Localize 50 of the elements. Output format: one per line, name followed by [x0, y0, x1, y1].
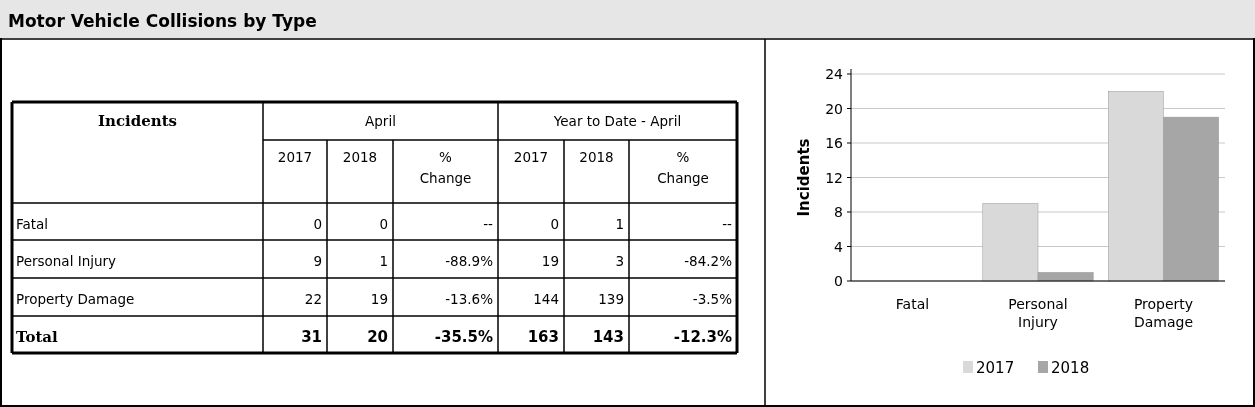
text: 1	[379, 253, 388, 269]
y-tick-label: 8	[834, 204, 843, 220]
y-axis-title: Incidents	[795, 138, 813, 217]
text: 143	[592, 328, 624, 346]
text: -12.3%	[673, 328, 732, 346]
text: 22	[304, 291, 322, 307]
text: 9	[313, 253, 322, 269]
text: 19	[370, 291, 388, 307]
text: -84.2%	[684, 253, 733, 269]
text: 144	[533, 291, 559, 307]
text: Personal Injury	[16, 253, 117, 269]
x-tick-label: Property Damage	[1133, 296, 1194, 330]
text: Total	[16, 328, 59, 346]
text: Year to Date - April	[552, 113, 682, 129]
y-tick-label: 16	[825, 135, 844, 151]
y-tick-label: 12	[825, 169, 843, 186]
text: Motor Vehicle Collisions by Type	[8, 11, 317, 31]
text: -3.5%	[692, 291, 733, 307]
text: 0	[550, 216, 559, 232]
text: 2018	[342, 149, 378, 165]
legend-label: 2017	[976, 359, 1015, 377]
y-tick-label: 24	[825, 66, 844, 82]
text: -13.6%	[445, 291, 494, 307]
text: 3	[615, 253, 624, 269]
text: 2018	[579, 149, 614, 165]
text: -35.5%	[434, 328, 493, 346]
text: % Change	[419, 149, 472, 186]
y-tick-label: 20	[825, 100, 843, 117]
text: 2017	[277, 149, 313, 165]
text: 0	[313, 216, 322, 232]
x-tick-label: Personal Injury	[1008, 296, 1068, 330]
y-tick-label: 4	[834, 238, 844, 255]
text: --	[483, 216, 494, 232]
text: 19	[541, 253, 559, 269]
text: 31	[301, 328, 322, 346]
text: 1	[615, 216, 624, 232]
text: 0	[379, 216, 388, 232]
text: 20	[367, 328, 388, 346]
legend-label: 2018	[1051, 359, 1090, 377]
text: 139	[598, 291, 624, 307]
text: -88.9%	[445, 253, 494, 269]
text: --	[722, 216, 733, 232]
text: Fatal	[16, 216, 49, 232]
x-tick-label: Fatal	[895, 296, 930, 312]
text: Incidents	[97, 112, 178, 130]
y-tick-label: 0	[834, 273, 843, 289]
text: April	[365, 113, 396, 129]
text: % Change	[657, 149, 709, 186]
text: 2017	[513, 149, 549, 165]
text: 163	[527, 328, 559, 346]
